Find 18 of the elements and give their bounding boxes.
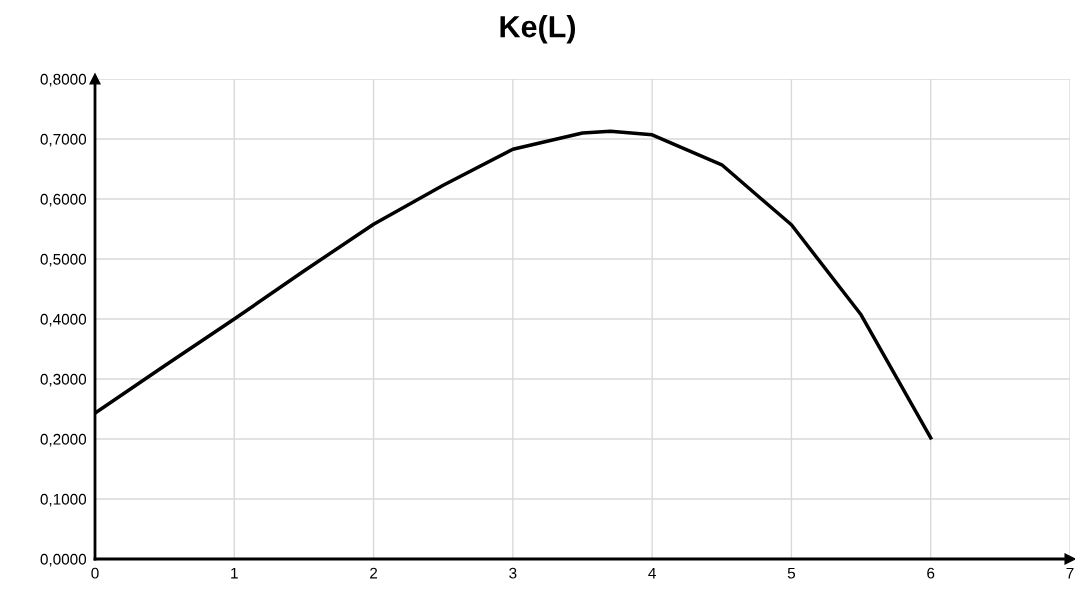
y-tick-label: 0,4000 (40, 313, 87, 327)
y-tick-label: 0,2000 (40, 433, 87, 447)
y-tick-label: 0,6000 (40, 193, 87, 207)
x-tick-label: 0 (91, 567, 99, 579)
x-tick-label: 1 (231, 567, 238, 579)
y-tick-label: 0,7000 (40, 133, 87, 147)
x-tick-label: 2 (370, 567, 378, 579)
x-tick-label: 6 (927, 567, 935, 579)
x-tick-label: 5 (787, 567, 796, 579)
y-tick-label: 0,3000 (40, 373, 87, 387)
x-tick-label: 3 (509, 567, 517, 579)
chart-title: Ke(L) (500, 15, 576, 44)
x-tick-label: 7 (1066, 567, 1074, 579)
x-tick-label: 4 (648, 567, 656, 579)
y-tick-label: 0,1000 (40, 493, 87, 507)
y-tick-label: 0,0000 (40, 553, 87, 567)
y-tick-label: 0,8000 (40, 73, 87, 87)
y-tick-label: 0,5000 (40, 253, 87, 267)
